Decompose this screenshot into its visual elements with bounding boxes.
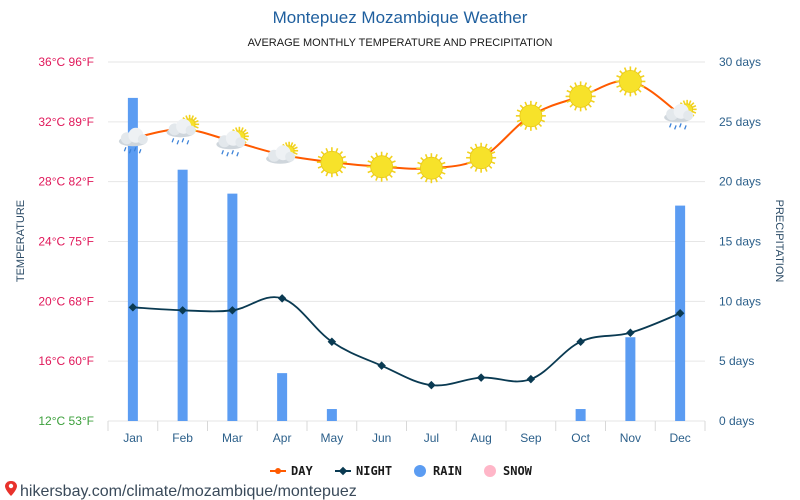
left-tick-label: 36°C 96°F (38, 55, 94, 69)
left-tick-label: 12°C 53°F (38, 414, 94, 428)
x-axis-ticks: Jan Feb Mar Apr May Jun Jul Aug Sep Oct Nov Dec (123, 431, 691, 445)
left-axis-ticks: 12°C 53°F 16°C 60°F 20°C 68°F 24°C 75°F 28°C… (38, 55, 94, 428)
rain-bar (575, 409, 586, 421)
weather-icons (118, 66, 697, 184)
legend-label: NIGHT (356, 464, 392, 478)
chart-title: Montepuez Mozambique Weather (273, 8, 528, 27)
x-tick-label: Nov (620, 431, 641, 445)
left-tick-label: 32°C 89°F (38, 115, 94, 129)
x-tick-label: Apr (273, 431, 292, 445)
temperature-lines (128, 78, 685, 390)
night-point (327, 337, 337, 346)
legend-marker (414, 465, 426, 477)
night-point (128, 303, 138, 312)
sun-icon (416, 153, 447, 184)
x-tick-label: Oct (571, 431, 590, 445)
left-tick-label: 28°C 82°F (38, 175, 94, 189)
night-point (277, 294, 287, 303)
sun-icon (565, 81, 596, 112)
right-tick-label: 10 days (719, 294, 761, 308)
x-tick-label: Jan (123, 431, 142, 445)
sun-icon (316, 147, 347, 178)
x-tick-label: Mar (222, 431, 243, 445)
x-tick-label: Aug (470, 431, 491, 445)
rain-bar (277, 373, 288, 421)
cloud-sun-rain-icon (166, 114, 200, 145)
x-tick-label: Sep (520, 431, 542, 445)
right-tick-label: 5 days (719, 354, 754, 368)
cloud-sun-rain-icon (216, 126, 249, 157)
x-tick-label: Feb (172, 431, 193, 445)
right-tick-label: 20 days (719, 175, 761, 189)
rain-bar (127, 97, 138, 422)
source-link[interactable]: hikersbay.com/climate/mozambique/montepu… (5, 481, 357, 500)
night-point (675, 309, 685, 318)
chart-subtitle: AVERAGE MONTHLY TEMPERATURE AND PRECIPIT… (248, 37, 553, 49)
sun-icon (366, 151, 397, 182)
legend-marker (275, 468, 281, 474)
x-tick-label: Dec (669, 431, 690, 445)
legend: DAY NIGHT RAIN SNOW (270, 464, 533, 478)
left-tick-label: 24°C 75°F (38, 235, 94, 249)
legend-marker (338, 466, 348, 476)
sun-icon (515, 100, 546, 131)
rain-cloud-icon (118, 127, 148, 154)
y2-axis-label: PRECIPITATION (773, 200, 785, 283)
night-point (476, 373, 486, 382)
grid-lines (108, 61, 705, 422)
legend-item-rain: RAIN (414, 464, 462, 478)
rain-bar (625, 337, 636, 421)
right-tick-label: 0 days (719, 414, 754, 428)
night-point (626, 328, 635, 337)
night-temperature-line (132, 296, 681, 387)
right-tick-label: 30 days (719, 55, 761, 69)
day-temperature-line (132, 79, 681, 170)
right-axis-ticks: 0 days 5 days 10 days 15 days 20 days 25 days… (719, 55, 761, 428)
left-tick-label: 16°C 60°F (38, 354, 94, 368)
legend-label: DAY (291, 464, 313, 478)
source-text: hikersbay.com/climate/mozambique/montepu… (20, 483, 357, 500)
x-tick-label: Jul (424, 431, 439, 445)
legend-label: SNOW (503, 464, 533, 478)
rain-bar (177, 169, 188, 421)
night-point (228, 306, 237, 315)
legend-item-snow: SNOW (484, 464, 533, 478)
x-tick-label: May (321, 431, 344, 445)
location-pin-icon (5, 481, 17, 496)
cloud-sun-icon (266, 141, 299, 164)
sun-icon (615, 66, 646, 97)
night-point (576, 337, 585, 346)
x-tick-label: Jun (372, 431, 391, 445)
night-point (377, 361, 386, 370)
rain-bar (326, 409, 337, 421)
legend-label: RAIN (433, 464, 462, 478)
x-grid-lines (107, 421, 706, 431)
right-tick-label: 25 days (719, 115, 761, 129)
cloud-sun-rain-icon (664, 99, 697, 130)
night-point (178, 306, 187, 315)
legend-marker (484, 465, 496, 477)
y-axis-label: TEMPERATURE (15, 200, 27, 282)
legend-item-night: NIGHT (335, 464, 392, 478)
left-tick-label: 20°C 68°F (38, 294, 94, 308)
night-point (427, 380, 436, 390)
rain-bars (127, 97, 686, 422)
night-point (526, 374, 536, 384)
sun-icon (466, 142, 497, 173)
legend-item-day: DAY (270, 464, 313, 478)
right-tick-label: 15 days (719, 235, 761, 249)
